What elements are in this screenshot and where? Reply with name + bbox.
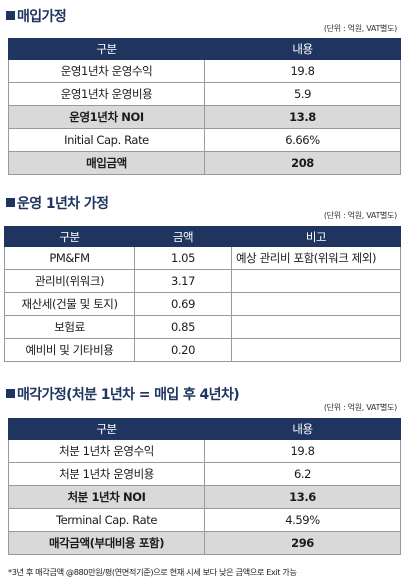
table-row-highlight: 매각금액(부대비용 포함) 296 — [8, 531, 401, 555]
section-title-purchase: 매입가정 — [6, 6, 67, 26]
row-value: 6.2 — [204, 462, 401, 486]
row-value: 5.9 — [204, 82, 401, 106]
table-header: 구분 금액 비고 — [4, 226, 401, 247]
table-row-highlight: 운영1년차 NOI 13.8 — [8, 105, 401, 129]
table-row: 재산세(건물 및 토지) 0.69 — [4, 292, 401, 316]
table-row: 보험료 0.85 — [4, 315, 401, 339]
purchase-table: 구분 내용 운영1년차 운영수익 19.8 운영1년차 운영비용 5.9 운영1… — [8, 38, 401, 175]
row-label: PM&FM — [4, 246, 135, 270]
row-remark — [231, 338, 401, 362]
row-label: Terminal Cap. Rate — [8, 508, 205, 532]
row-label: 매각금액(부대비용 포함) — [8, 531, 205, 555]
column-header: 금액 — [134, 226, 232, 247]
column-header: 내용 — [204, 38, 401, 60]
column-header: 구분 — [8, 418, 205, 440]
row-value: 13.8 — [204, 105, 401, 129]
square-bullet-icon — [6, 11, 15, 20]
row-label: 운영1년차 운영수익 — [8, 59, 205, 83]
row-value: 13.6 — [204, 485, 401, 509]
row-amount: 0.69 — [134, 292, 232, 316]
table-header: 구분 내용 — [8, 38, 401, 60]
table-row-highlight: 처분 1년차 NOI 13.6 — [8, 485, 401, 509]
unit-note: (단위 : 억원, VAT별도) — [323, 24, 397, 33]
table-row: 관리비(위워크) 3.17 — [4, 269, 401, 293]
table-row: 처분 1년차 운영비용 6.2 — [8, 462, 401, 486]
row-value: 296 — [204, 531, 401, 555]
row-label: 운영1년차 NOI — [8, 105, 205, 129]
row-label: 매입금액 — [8, 151, 205, 175]
table-row: Initial Cap. Rate 6.66% — [8, 128, 401, 152]
column-header: 내용 — [204, 418, 401, 440]
row-value: 6.66% — [204, 128, 401, 152]
row-remark — [231, 269, 401, 293]
footnote: *3년 후 매각금액 @880만원/평(연면적기준)으로 현재 시세 보다 낮은… — [8, 567, 297, 577]
row-value: 208 — [204, 151, 401, 175]
unit-note: (단위 : 억원, VAT별도) — [323, 211, 397, 220]
row-value: 4.59% — [204, 508, 401, 532]
row-label: 처분 1년차 운영수익 — [8, 439, 205, 463]
row-label: 처분 1년차 NOI — [8, 485, 205, 509]
row-value: 19.8 — [204, 59, 401, 83]
row-remark — [231, 292, 401, 316]
row-label: 예비비 및 기타비용 — [4, 338, 135, 362]
section-title-text: 매입가정 — [17, 9, 67, 25]
row-remark — [231, 315, 401, 339]
section-title-sale: 매각가정(처분 1년차 = 매입 후 4년차) — [6, 384, 240, 404]
row-value: 19.8 — [204, 439, 401, 463]
table-header: 구분 내용 — [8, 418, 401, 440]
table-row-highlight: 매입금액 208 — [8, 151, 401, 175]
operation-table: 구분 금액 비고 PM&FM 1.05 예상 관리비 포함(위워크 제외) 관리… — [4, 226, 401, 362]
table-row: PM&FM 1.05 예상 관리비 포함(위워크 제외) — [4, 246, 401, 270]
square-bullet-icon — [6, 389, 15, 398]
section-title-operation: 운영 1년차 가정 — [6, 193, 109, 213]
row-amount: 1.05 — [134, 246, 232, 270]
section-title-text: 운영 1년차 가정 — [17, 196, 109, 212]
row-remark: 예상 관리비 포함(위워크 제외) — [231, 246, 401, 270]
table-row: 예비비 및 기타비용 0.20 — [4, 338, 401, 362]
table-row: 처분 1년차 운영수익 19.8 — [8, 439, 401, 463]
row-label: 재산세(건물 및 토지) — [4, 292, 135, 316]
table-row: 운영1년차 운영수익 19.8 — [8, 59, 401, 83]
unit-note: (단위 : 억원, VAT별도) — [323, 403, 397, 412]
row-label: 처분 1년차 운영비용 — [8, 462, 205, 486]
section-title-text: 매각가정(처분 1년차 = 매입 후 4년차) — [17, 387, 240, 403]
row-amount: 0.85 — [134, 315, 232, 339]
table-row: Terminal Cap. Rate 4.59% — [8, 508, 401, 532]
row-label: 관리비(위워크) — [4, 269, 135, 293]
row-label: 보험료 — [4, 315, 135, 339]
column-header: 구분 — [8, 38, 205, 60]
row-label: Initial Cap. Rate — [8, 128, 205, 152]
column-header: 구분 — [4, 226, 135, 247]
sale-table: 구분 내용 처분 1년차 운영수익 19.8 처분 1년차 운영비용 6.2 처… — [8, 418, 401, 555]
row-amount: 0.20 — [134, 338, 232, 362]
square-bullet-icon — [6, 198, 15, 207]
row-label: 운영1년차 운영비용 — [8, 82, 205, 106]
column-header: 비고 — [231, 226, 401, 247]
table-row: 운영1년차 운영비용 5.9 — [8, 82, 401, 106]
row-amount: 3.17 — [134, 269, 232, 293]
